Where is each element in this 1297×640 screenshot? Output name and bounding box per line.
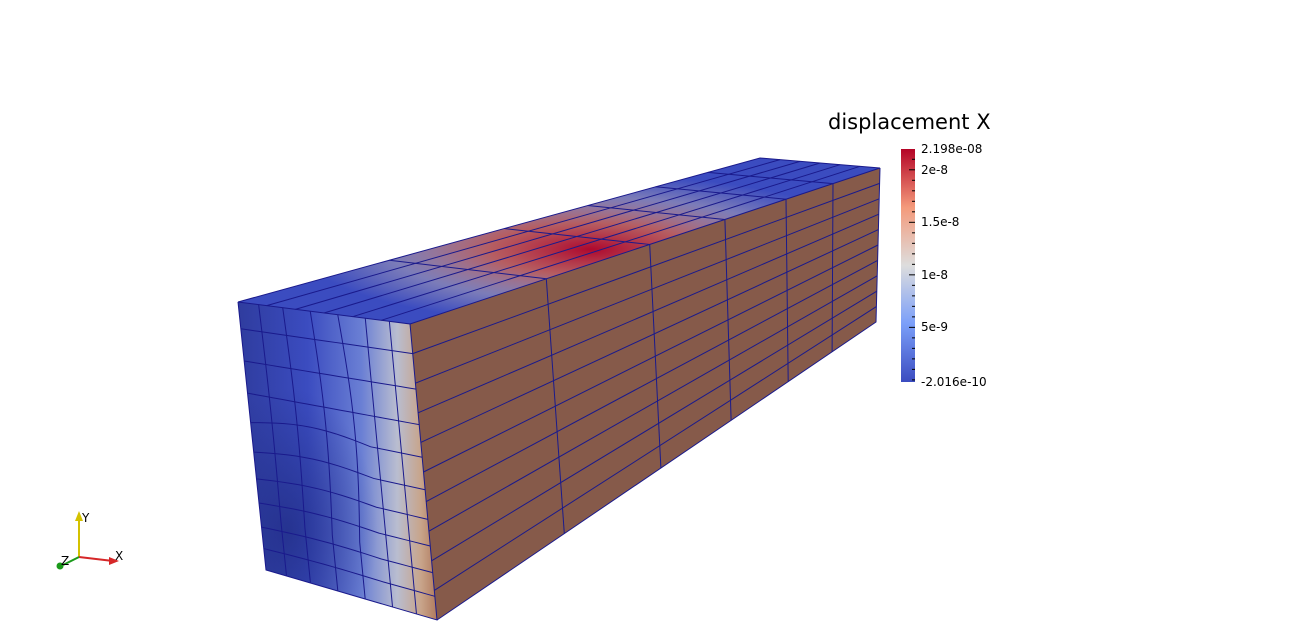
colorbar-min-label: -2.016e-10 <box>921 375 987 389</box>
z-axis-label: Z <box>61 554 69 568</box>
colorbar-tick-label: 2e-8 <box>921 162 948 177</box>
colorbar-max-label: 2.198e-08 <box>921 142 983 156</box>
beam-side-face <box>410 168 880 620</box>
colorbar <box>901 149 915 382</box>
colorbar-title: displacement X <box>828 110 991 134</box>
orientation-axes: Y X Z <box>56 511 123 570</box>
x-axis-arrow <box>109 557 119 565</box>
colorbar-tick-label: 1e-8 <box>921 267 948 282</box>
x-axis-label: X <box>115 549 123 563</box>
y-axis-arrow <box>75 511 83 521</box>
beam-front-face <box>238 302 437 620</box>
beam-top-face <box>238 158 880 324</box>
x-axis-line <box>78 556 114 562</box>
colorbar-tick-label: 5e-9 <box>921 320 948 335</box>
z-axis-line <box>62 556 80 566</box>
colorbar-tick-label: 1.5e-8 <box>921 215 960 230</box>
mesh-edges <box>237 157 881 621</box>
colorbar-gradient <box>901 149 915 382</box>
z-axis-arrow <box>56 562 64 570</box>
y-axis-label: Y <box>81 511 90 525</box>
